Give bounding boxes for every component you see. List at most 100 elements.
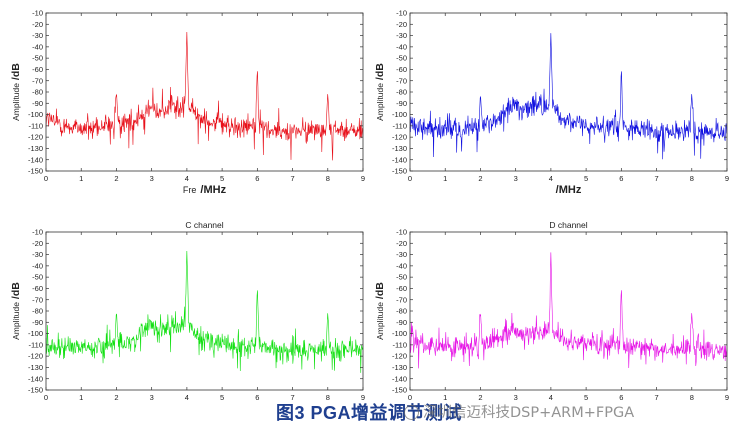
x-tick-label: 9 xyxy=(725,393,729,402)
y-tick-label: -10 xyxy=(32,228,43,237)
y-tick-label: -110 xyxy=(29,121,43,130)
y-tick-label: -30 xyxy=(32,31,43,40)
y-axis-unit: /dB xyxy=(374,282,386,299)
watermark-text: 深圳信迈科技DSP+ARM+FPGA xyxy=(423,405,635,421)
y-axis-unit: /dB xyxy=(10,63,22,80)
y-tick-label: -70 xyxy=(396,76,407,85)
y-tick-label: -100 xyxy=(392,329,407,338)
y-tick-label: -120 xyxy=(392,352,407,361)
x-tick-label: 7 xyxy=(654,393,658,402)
y-tick-label: -30 xyxy=(396,31,407,40)
panel-title: D channel xyxy=(549,220,587,230)
x-axis-label: Fre/MHz xyxy=(183,184,227,196)
y-tick-label: -20 xyxy=(396,20,407,29)
x-tick-label: 0 xyxy=(44,393,48,402)
y-tick-label: -140 xyxy=(28,155,43,164)
y-tick-label: -90 xyxy=(32,99,43,108)
chart-panel-b: -10 -20 -30 -40 -50 -60 -70 -80 -90 -100 -110 -120 -… xyxy=(374,9,729,196)
x-tick-label: 6 xyxy=(619,174,623,183)
x-tick-label: 0 xyxy=(44,174,48,183)
y-tick-label: -50 xyxy=(32,273,43,282)
x-tick-label: 4 xyxy=(549,393,553,402)
x-tick-label: 5 xyxy=(220,174,224,183)
y-tick-label: -90 xyxy=(396,318,407,327)
y-axis-label: Amplitude/dB xyxy=(10,282,22,340)
y-axis-unit: /dB xyxy=(374,63,386,80)
y-tick-label: -30 xyxy=(32,250,43,259)
chart-panel-d: -10 -20 -30 -40 -50 -60 -70 -80 -90 -100 -110 -120 -… xyxy=(374,220,729,402)
y-tick-label: -50 xyxy=(32,54,43,63)
y-tick-label: -80 xyxy=(32,307,43,316)
y-tick-label: -60 xyxy=(396,65,407,74)
plot-frame xyxy=(409,231,728,391)
y-axis-label-text: Amplitude xyxy=(375,83,385,121)
y-tick-label: -10 xyxy=(396,9,407,18)
x-tick-label: 0 xyxy=(408,393,412,402)
y-tick-label: -110 xyxy=(29,340,43,349)
watermark: 深圳信迈科技DSP+ARM+FPGA xyxy=(404,401,634,422)
y-tick-label: -50 xyxy=(396,54,407,63)
x-tick-label: 3 xyxy=(150,393,154,402)
x-tick-label: 3 xyxy=(514,174,518,183)
y-tick-label: -20 xyxy=(396,239,407,248)
y-axis-label-text: Amplitude xyxy=(375,302,385,340)
y-axis-label: Amplitude/dB xyxy=(374,282,386,340)
y-tick-label: -40 xyxy=(396,42,407,51)
x-tick-label: 3 xyxy=(514,393,518,402)
x-tick-label: 5 xyxy=(584,393,588,402)
y-tick-label: -20 xyxy=(32,239,43,248)
y-tick-label: -100 xyxy=(392,110,407,119)
y-tick-label: -60 xyxy=(32,65,43,74)
y-tick-label: -10 xyxy=(396,228,407,237)
x-tick-label: 8 xyxy=(326,174,330,183)
x-axis-unit: /MHz xyxy=(200,184,226,196)
y-tick-label: -80 xyxy=(32,88,43,97)
x-tick-label: 6 xyxy=(255,393,259,402)
y-tick-label: -100 xyxy=(28,329,43,338)
panel-title: C channel xyxy=(185,220,223,230)
y-tick-label: -40 xyxy=(396,261,407,270)
y-tick-label: -130 xyxy=(28,144,43,153)
x-tick-label: 1 xyxy=(79,174,83,183)
y-tick-label: -120 xyxy=(28,133,43,142)
y-axis-label: Amplitude/dB xyxy=(374,63,386,121)
y-tick-label: -40 xyxy=(32,42,43,51)
spectrum-trace-c xyxy=(45,250,364,373)
watermark-logo-icon xyxy=(404,405,419,420)
x-tick-label: 9 xyxy=(361,393,365,402)
y-tick-label: -110 xyxy=(393,340,407,349)
y-tick-label: -90 xyxy=(396,99,407,108)
x-tick-label: 5 xyxy=(220,393,224,402)
spectrum-trace-d xyxy=(409,252,728,369)
x-tick-label: 2 xyxy=(114,393,118,402)
x-axis-label: /MHz xyxy=(556,184,582,196)
x-tick-label: 8 xyxy=(326,393,330,402)
x-tick-label: 7 xyxy=(290,393,294,402)
y-tick-label: -90 xyxy=(32,318,43,327)
x-tick-label: 6 xyxy=(255,174,259,183)
y-tick-label: -150 xyxy=(28,167,43,176)
y-tick-label: -10 xyxy=(32,9,43,18)
x-tick-label: 3 xyxy=(150,174,154,183)
y-tick-label: -70 xyxy=(32,76,43,85)
y-tick-label: -110 xyxy=(393,121,407,130)
spectrum-trace-a xyxy=(45,32,364,161)
y-tick-label: -140 xyxy=(392,374,407,383)
x-tick-label: 8 xyxy=(690,174,694,183)
x-tick-label: 7 xyxy=(290,174,294,183)
y-tick-label: -120 xyxy=(392,133,407,142)
x-tick-label: 4 xyxy=(549,174,553,183)
spectrum-trace-b xyxy=(409,33,728,160)
x-tick-label: 2 xyxy=(478,174,482,183)
x-tick-label: 2 xyxy=(114,174,118,183)
y-tick-label: -150 xyxy=(392,167,407,176)
y-tick-label: -70 xyxy=(396,295,407,304)
y-tick-label: -80 xyxy=(396,307,407,316)
y-tick-label: -130 xyxy=(28,363,43,372)
x-tick-label: 5 xyxy=(584,174,588,183)
plot-frame xyxy=(409,12,728,172)
x-tick-label: 0 xyxy=(408,174,412,183)
x-tick-label: 1 xyxy=(443,174,447,183)
y-tick-label: -150 xyxy=(28,386,43,395)
